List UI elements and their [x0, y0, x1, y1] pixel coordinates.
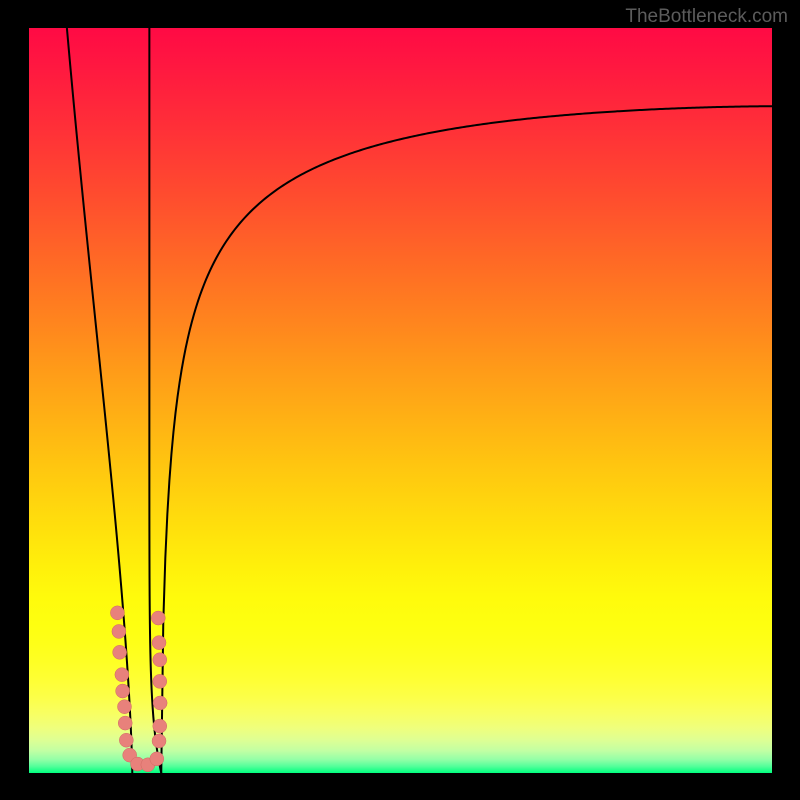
marker-dot	[116, 684, 130, 698]
bottleneck-chart-container: TheBottleneck.com	[0, 0, 800, 800]
marker-dot	[113, 645, 127, 659]
marker-dot	[118, 716, 132, 730]
marker-dot	[112, 624, 126, 638]
marker-dot	[153, 696, 167, 710]
marker-dot	[153, 653, 167, 667]
marker-dot	[153, 719, 167, 733]
marker-dot	[152, 734, 166, 748]
watermark-text: TheBottleneck.com	[625, 6, 788, 27]
marker-dot	[151, 611, 165, 625]
marker-dot	[153, 674, 167, 688]
bottleneck-chart: TheBottleneck.com	[0, 0, 800, 800]
marker-dot	[150, 752, 164, 766]
marker-dot	[152, 636, 166, 650]
marker-dot	[119, 733, 133, 747]
marker-dot	[110, 606, 124, 620]
marker-dot	[117, 700, 131, 714]
marker-dot	[115, 668, 129, 682]
